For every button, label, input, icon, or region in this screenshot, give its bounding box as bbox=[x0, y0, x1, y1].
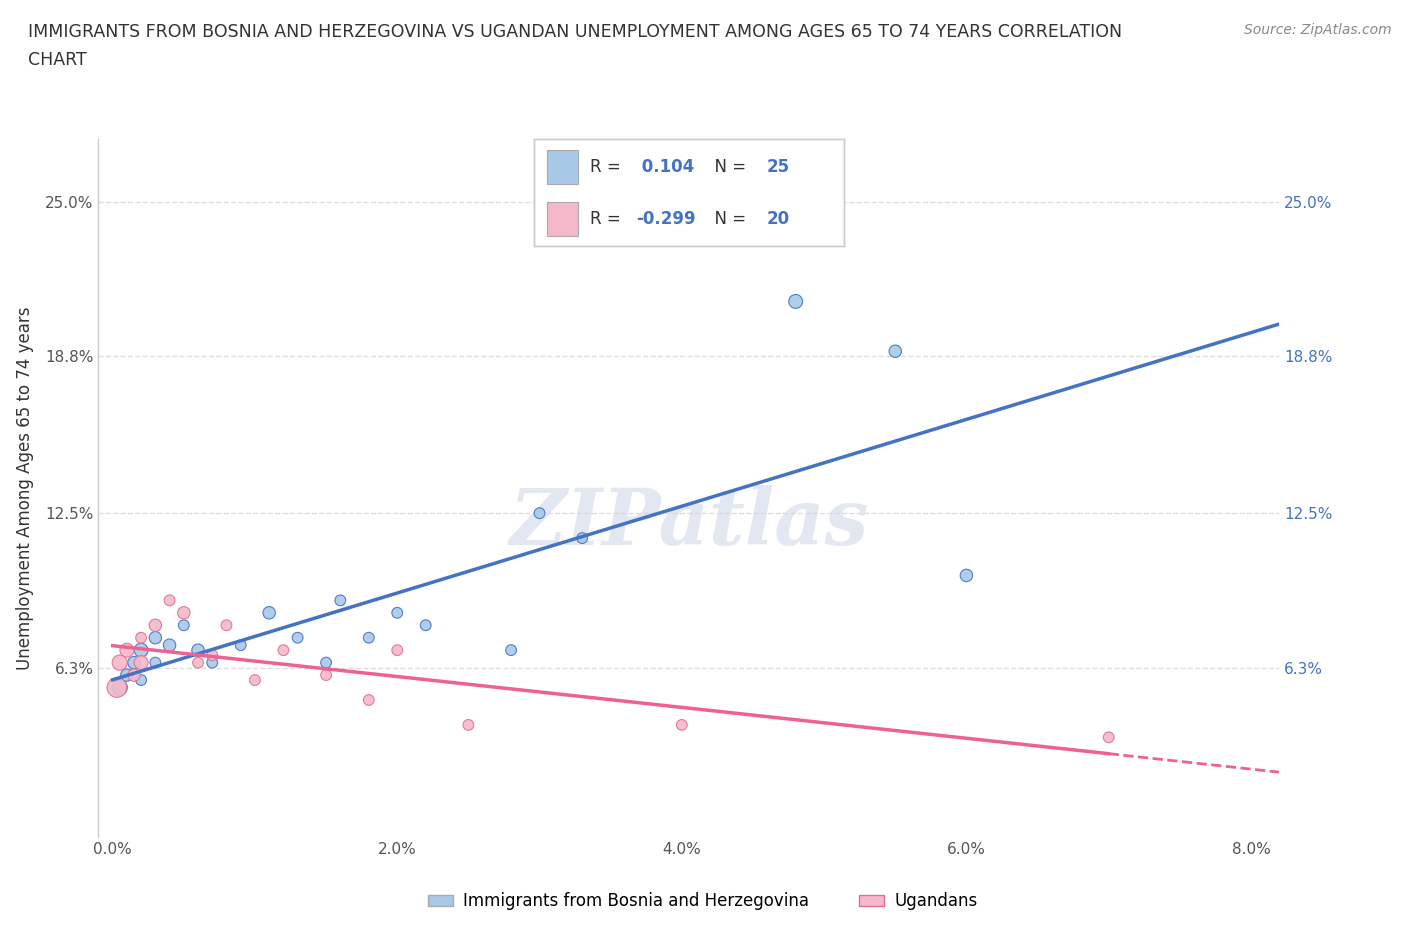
Point bbox=[415, 618, 437, 632]
Point bbox=[315, 668, 337, 683]
Point bbox=[315, 656, 337, 671]
Text: CHART: CHART bbox=[28, 51, 87, 69]
Point bbox=[122, 656, 145, 671]
Text: -0.299: -0.299 bbox=[637, 209, 696, 228]
Point bbox=[129, 656, 152, 671]
Point bbox=[173, 618, 195, 632]
Text: ZIPatlas: ZIPatlas bbox=[509, 485, 869, 562]
Text: N =: N = bbox=[704, 209, 752, 228]
Text: 20: 20 bbox=[766, 209, 789, 228]
Text: 25: 25 bbox=[766, 158, 789, 177]
FancyBboxPatch shape bbox=[547, 151, 578, 184]
Legend: Immigrants from Bosnia and Herzegovina, Ugandans: Immigrants from Bosnia and Herzegovina, … bbox=[422, 885, 984, 917]
Text: IMMIGRANTS FROM BOSNIA AND HERZEGOVINA VS UGANDAN UNEMPLOYMENT AMONG AGES 65 TO : IMMIGRANTS FROM BOSNIA AND HERZEGOVINA V… bbox=[28, 23, 1122, 41]
Point bbox=[357, 693, 380, 708]
Point bbox=[173, 605, 195, 620]
Point bbox=[387, 605, 409, 620]
Point bbox=[499, 643, 522, 658]
Point bbox=[143, 631, 166, 645]
Point bbox=[105, 680, 128, 695]
Point bbox=[129, 631, 152, 645]
Point bbox=[785, 294, 807, 309]
Point bbox=[129, 643, 152, 658]
Text: 0.104: 0.104 bbox=[637, 158, 695, 177]
Point bbox=[215, 618, 238, 632]
Point bbox=[571, 531, 593, 546]
Text: R =: R = bbox=[591, 158, 626, 177]
Text: N =: N = bbox=[704, 158, 752, 177]
Text: Source: ZipAtlas.com: Source: ZipAtlas.com bbox=[1244, 23, 1392, 37]
Point bbox=[457, 717, 479, 732]
Point bbox=[159, 638, 181, 653]
Point bbox=[287, 631, 309, 645]
Point bbox=[115, 643, 138, 658]
Point bbox=[187, 643, 209, 658]
Text: R =: R = bbox=[591, 209, 626, 228]
Point bbox=[243, 672, 266, 687]
Point bbox=[884, 344, 907, 359]
Y-axis label: Unemployment Among Ages 65 to 74 years: Unemployment Among Ages 65 to 74 years bbox=[15, 307, 34, 670]
Point bbox=[257, 605, 280, 620]
Point bbox=[387, 643, 409, 658]
Point bbox=[671, 717, 693, 732]
Point bbox=[187, 656, 209, 671]
Point bbox=[357, 631, 380, 645]
Point bbox=[159, 593, 181, 608]
Point bbox=[201, 656, 224, 671]
Point bbox=[329, 593, 352, 608]
Point bbox=[529, 506, 551, 521]
Point bbox=[143, 656, 166, 671]
Point bbox=[129, 672, 152, 687]
Point bbox=[955, 568, 977, 583]
Point bbox=[108, 680, 131, 695]
Point bbox=[115, 668, 138, 683]
Point bbox=[273, 643, 295, 658]
Point bbox=[1098, 730, 1121, 745]
FancyBboxPatch shape bbox=[547, 202, 578, 236]
Point bbox=[143, 618, 166, 632]
Point bbox=[108, 656, 131, 671]
Point bbox=[201, 647, 224, 662]
Point bbox=[122, 668, 145, 683]
Point bbox=[229, 638, 252, 653]
